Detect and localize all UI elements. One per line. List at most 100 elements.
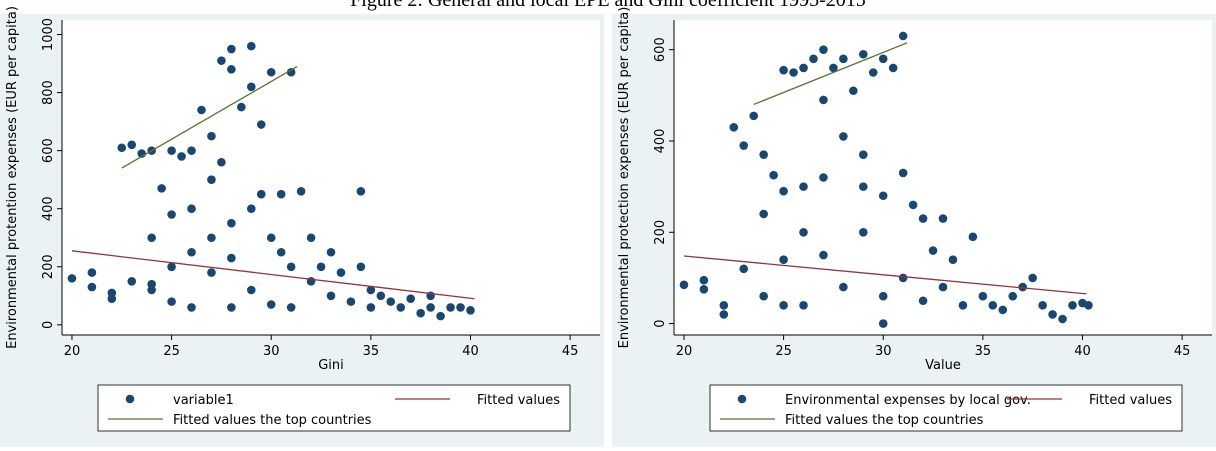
scatter-point bbox=[938, 282, 948, 292]
scatter-point bbox=[839, 54, 848, 64]
scatter-point bbox=[898, 168, 908, 178]
x-tick-label: 40 bbox=[462, 344, 479, 359]
scatter-point bbox=[819, 250, 828, 260]
scatter-point bbox=[306, 233, 316, 243]
x-tick-label: 20 bbox=[64, 344, 81, 359]
scatter-point bbox=[779, 65, 788, 75]
scatter-point bbox=[898, 31, 908, 41]
scatter-point bbox=[779, 255, 788, 264]
scatter-point bbox=[1038, 301, 1047, 310]
scatter-point bbox=[217, 157, 226, 167]
scatter-point bbox=[266, 67, 276, 77]
scatter-point bbox=[729, 122, 739, 132]
scatter-point bbox=[356, 186, 366, 196]
scatter-point bbox=[187, 204, 196, 214]
scatter-point bbox=[799, 301, 808, 310]
scatter-point bbox=[456, 303, 465, 312]
scatter-point bbox=[227, 253, 236, 263]
y-tick-label: 0 bbox=[653, 319, 668, 327]
x-tick-label: 45 bbox=[562, 344, 579, 359]
scatter-point bbox=[227, 65, 236, 74]
y-tick-label: 200 bbox=[41, 254, 56, 279]
scatter-point bbox=[246, 82, 256, 92]
scatter-point bbox=[858, 227, 868, 237]
scatter-point bbox=[948, 255, 958, 264]
fitted-line bbox=[71, 250, 475, 300]
scatter-point bbox=[829, 63, 838, 73]
scatter-point bbox=[819, 173, 828, 182]
scatter-point bbox=[286, 303, 296, 312]
scatter-point bbox=[699, 285, 709, 294]
scatter-point bbox=[67, 274, 77, 283]
scatter-point bbox=[117, 143, 127, 153]
scatter-point bbox=[878, 191, 888, 201]
x-tick-label: 30 bbox=[875, 344, 892, 359]
scatter-point bbox=[296, 186, 306, 196]
scatter-point bbox=[918, 296, 928, 306]
scatter-point bbox=[849, 86, 858, 96]
scatter-point bbox=[167, 146, 176, 155]
scatter-point bbox=[376, 291, 386, 301]
scatter-point bbox=[878, 54, 888, 64]
scatter-point bbox=[749, 111, 759, 121]
scatter-point bbox=[366, 285, 376, 295]
scatter-point bbox=[127, 140, 137, 150]
scatter-point bbox=[87, 282, 97, 292]
scatter-point bbox=[227, 303, 236, 312]
scatter-point bbox=[898, 273, 908, 283]
scatter-point bbox=[207, 175, 216, 184]
scatter-point bbox=[908, 200, 918, 210]
scatter-point bbox=[147, 233, 156, 243]
scatter-point bbox=[839, 282, 848, 292]
y-tick-label: 600 bbox=[653, 37, 668, 62]
scatter-point bbox=[157, 184, 166, 193]
scatter-point bbox=[779, 186, 788, 196]
legend-box bbox=[709, 384, 1183, 432]
fitted-line bbox=[121, 65, 298, 169]
scatter-point bbox=[719, 301, 729, 310]
scatter-point bbox=[336, 268, 346, 277]
scatter-point bbox=[107, 288, 117, 298]
scatter-point bbox=[276, 247, 286, 257]
scatter-point bbox=[958, 301, 968, 310]
y-tick-label: 400 bbox=[653, 129, 668, 154]
fitted-line bbox=[683, 255, 1087, 295]
scatter-point bbox=[167, 262, 176, 272]
scatter-point bbox=[386, 297, 396, 306]
scatter-point bbox=[326, 291, 336, 301]
scatter-point bbox=[237, 102, 246, 112]
scatter-point bbox=[406, 294, 416, 304]
scatter-point bbox=[888, 63, 898, 73]
x-tick-label: 25 bbox=[775, 344, 792, 359]
x-tick-label: 40 bbox=[1074, 344, 1091, 359]
figure-title: Figure 2: General and local EPE and Gini… bbox=[350, 0, 866, 11]
scatter-point bbox=[87, 268, 97, 277]
y-axis-label: Environmental protention expenses (EUR p… bbox=[5, 6, 20, 349]
x-tick-label: 25 bbox=[163, 344, 180, 359]
scatter-point bbox=[739, 264, 749, 274]
scatter-point bbox=[938, 214, 948, 223]
y-tick-label: 1000 bbox=[41, 18, 56, 51]
legend-label: Fitted values bbox=[477, 393, 560, 408]
y-axis-label: Environmental protection expenses (EUR p… bbox=[617, 7, 632, 349]
scatter-point bbox=[207, 268, 216, 277]
scatter-point bbox=[769, 170, 778, 180]
scatter-point bbox=[187, 146, 196, 155]
scatter-point bbox=[699, 275, 709, 285]
scatter-point bbox=[1084, 301, 1093, 310]
scatter-point bbox=[167, 297, 176, 306]
scatter-point bbox=[446, 303, 455, 312]
x-tick-label: 45 bbox=[1174, 344, 1191, 359]
scatter-point bbox=[759, 209, 768, 219]
scatter-point bbox=[839, 132, 848, 141]
scatter-point bbox=[878, 319, 888, 328]
y-tick-label: 600 bbox=[41, 138, 56, 163]
scatter-point bbox=[147, 279, 156, 289]
scatter-point bbox=[759, 150, 768, 159]
scatter-point bbox=[809, 54, 818, 64]
legend-marker bbox=[737, 394, 747, 404]
y-tick-label: 400 bbox=[41, 196, 56, 221]
x-axis-label: Value bbox=[925, 358, 961, 373]
x-tick-label: 30 bbox=[263, 344, 280, 359]
legend-box bbox=[97, 384, 571, 432]
